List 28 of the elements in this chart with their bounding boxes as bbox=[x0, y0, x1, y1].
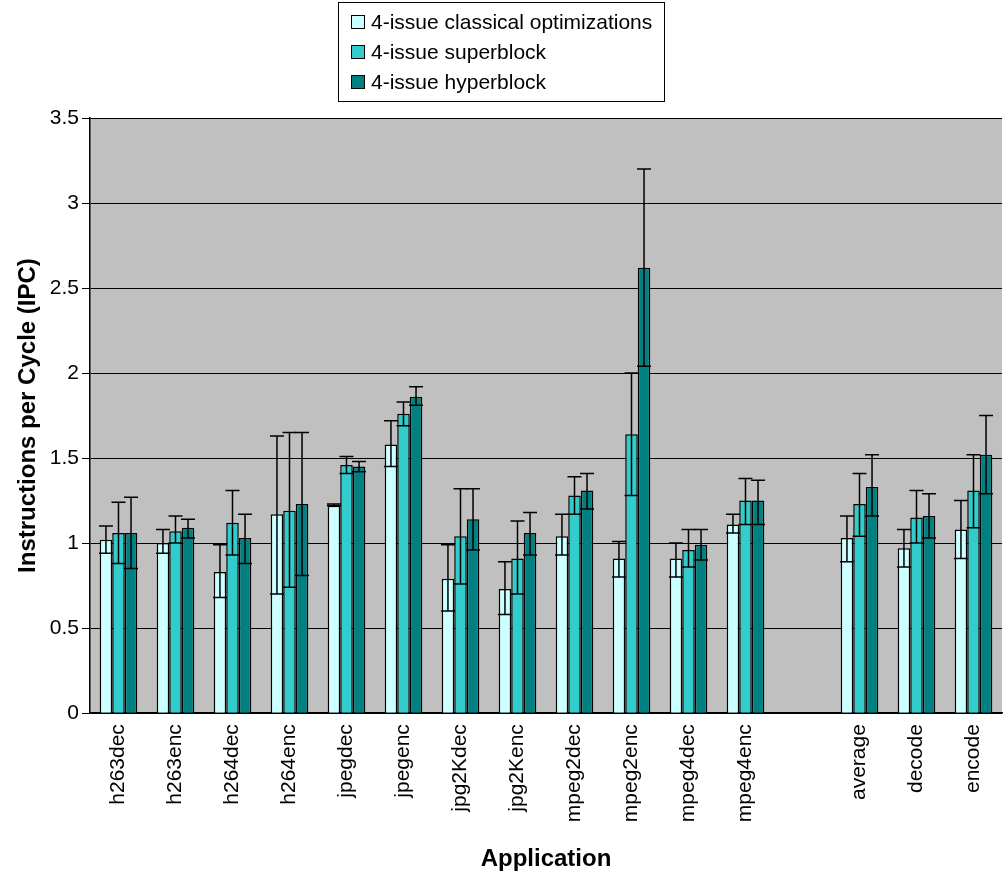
y-tick-label: 3.5 bbox=[49, 104, 79, 128]
y-tick-label: 0.5 bbox=[49, 614, 79, 638]
x-tick-label: h263enc bbox=[162, 724, 186, 805]
x-tick-label: mpeg4enc bbox=[732, 724, 756, 823]
legend-label: 4-issue superblock bbox=[371, 39, 547, 65]
y-tick-label: 0 bbox=[67, 699, 79, 723]
y-tick-label: 3 bbox=[67, 189, 79, 213]
x-tick-label: mpeg2dec bbox=[561, 724, 585, 823]
x-tick-label: jpegdec bbox=[333, 724, 357, 799]
x-tick-label: h264dec bbox=[219, 724, 243, 805]
x-tick-label: mpeg4dec bbox=[675, 724, 699, 823]
legend-label: 4-issue classical optimizations bbox=[371, 9, 653, 35]
x-tick-label: jpegenc bbox=[390, 724, 414, 799]
x-tick-label: average bbox=[846, 724, 870, 801]
x-axis-title: Application bbox=[480, 844, 612, 872]
x-tick-label: h264enc bbox=[276, 724, 300, 805]
y-axis-title: Instructions per Cycle (IPC) bbox=[13, 258, 41, 573]
x-tick-label: mpeg2enc bbox=[618, 724, 642, 823]
x-tick-label: jpg2Kdec bbox=[447, 724, 471, 813]
y-tick-label: 2.5 bbox=[49, 274, 79, 298]
x-tick-label: decode bbox=[903, 724, 927, 794]
y-tick-label: 1.5 bbox=[49, 444, 79, 468]
y-tick-label: 1 bbox=[67, 529, 79, 553]
y-tick-label: 2 bbox=[67, 359, 79, 383]
x-tick-label: h263dec bbox=[105, 724, 129, 805]
legend-label: 4-issue hyperblock bbox=[371, 69, 547, 95]
x-tick-label: jpg2Kenc bbox=[504, 724, 528, 813]
x-tick-label: encode bbox=[960, 724, 984, 794]
